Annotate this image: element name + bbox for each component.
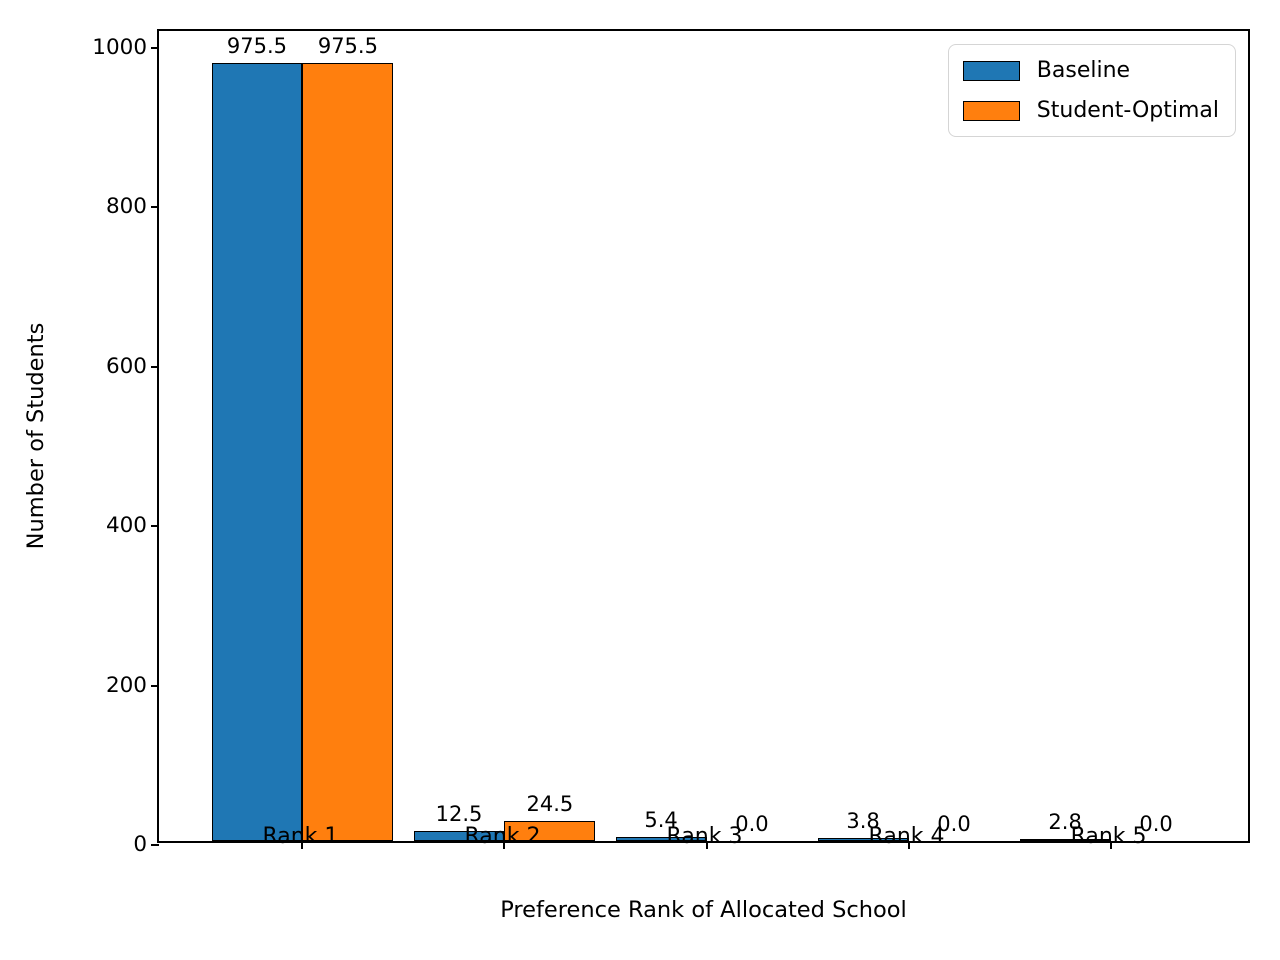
y-tick-mark [151, 684, 159, 687]
legend-label: Student-Optimal [1036, 98, 1219, 123]
plot-area: 975.5 975.5 12.5 24.5 5.4 0.0 3.8 0.0 2.8 0.0 0 20… [92, 29, 1250, 855]
legend-item: Baseline [962, 57, 1219, 84]
bar-value-label: 5.4 [644, 807, 678, 832]
bar-value-label: 3.8 [846, 808, 880, 833]
legend: Baseline Student-Optimal [947, 44, 1236, 137]
x-tick-label: Rank 4 [868, 824, 945, 849]
y-tick-mark [151, 525, 159, 528]
x-tick-label: Rank 2 [464, 824, 541, 849]
bar-baseline-rank-5 [1019, 838, 1111, 841]
y-tick-label: 400 [105, 513, 147, 539]
x-tick-label: Rank 3 [666, 824, 743, 849]
bar-baseline-rank-4 [817, 837, 909, 841]
x-tick-mark [301, 841, 304, 849]
bar-value-label: 12.5 [435, 802, 483, 827]
x-axis-label: Preference Rank of Allocated School [500, 897, 907, 923]
y-tick-mark [151, 844, 159, 846]
legend-swatch [962, 100, 1020, 121]
bar-baseline-rank-3 [615, 836, 707, 841]
x-tick-label: Rank 1 [262, 824, 339, 849]
bar-value-label: 0.0 [735, 812, 769, 836]
y-tick-label: 1000 [92, 34, 147, 60]
bar-value-label: 0.0 [937, 812, 971, 836]
y-tick-label: 200 [105, 672, 147, 698]
bar-value-label: 975.5 [317, 34, 378, 59]
x-tick-mark [705, 841, 708, 849]
bar-baseline-rank-2 [413, 831, 505, 841]
x-tick-mark [1109, 841, 1112, 849]
y-tick-mark [151, 206, 159, 209]
legend-swatch [962, 60, 1020, 81]
bar-value-label: 975.5 [226, 34, 288, 59]
bar-value-label: 24.5 [526, 792, 574, 817]
y-tick-label: 600 [105, 353, 147, 379]
legend-item: Student-Optimal [962, 97, 1219, 124]
x-tick-mark [503, 841, 506, 849]
y-tick-mark [151, 46, 159, 49]
legend-label: Baseline [1036, 58, 1131, 83]
bar-student-optimal-rank-2 [504, 821, 596, 841]
x-tick-mark [907, 841, 910, 849]
bar-value-label: 2.8 [1048, 809, 1082, 834]
y-tick-mark [151, 365, 159, 368]
y-tick-label: 800 [105, 194, 147, 220]
y-tick-label: 0 [133, 832, 147, 857]
x-tick-label: Rank 5 [1070, 824, 1147, 849]
bar-value-label: 0.0 [1139, 812, 1173, 836]
y-axis-label: Number of Students [23, 322, 49, 550]
bar-baseline-rank-1 [211, 63, 303, 841]
bar-student-optimal-rank-1 [302, 63, 394, 841]
